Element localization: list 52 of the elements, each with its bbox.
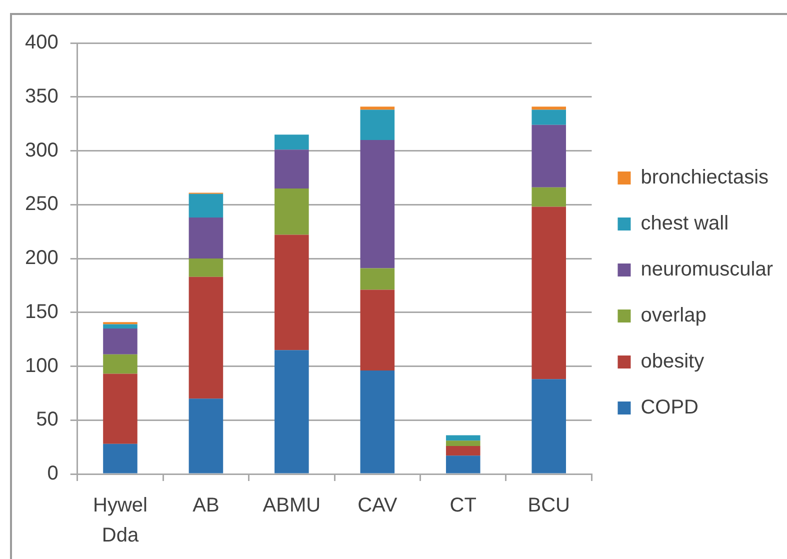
bar xyxy=(274,188,309,235)
bar xyxy=(446,446,480,456)
bar xyxy=(103,324,138,329)
bar xyxy=(103,444,138,474)
y-tick-label: 300 xyxy=(24,139,58,162)
bar xyxy=(188,398,224,474)
x-tick-label: CAV xyxy=(358,494,398,517)
legend-label: overlap xyxy=(640,304,706,327)
legend-label: COPD xyxy=(640,396,699,419)
bar xyxy=(360,370,395,474)
bar xyxy=(532,379,566,474)
bar xyxy=(532,124,566,188)
bar xyxy=(360,140,395,268)
bar xyxy=(446,456,480,474)
bar xyxy=(360,290,395,371)
bar xyxy=(532,110,566,125)
bar xyxy=(274,150,309,188)
legend-label: bronchiectasis xyxy=(640,166,769,189)
legend-label: obesity xyxy=(640,350,704,373)
y-tick-label: 50 xyxy=(36,408,58,431)
bar xyxy=(360,268,395,290)
bar xyxy=(103,328,138,354)
y-tick-label: 250 xyxy=(24,193,58,216)
bar xyxy=(274,350,309,474)
bar xyxy=(103,374,138,444)
x-tick-label: AB xyxy=(192,494,220,517)
y-tick-label: 0 xyxy=(47,462,58,485)
bar xyxy=(103,354,138,374)
x-tick-label: BCU xyxy=(528,494,570,517)
bar xyxy=(274,134,309,150)
bar xyxy=(188,194,224,218)
x-tick-label: Hywel Dda xyxy=(93,494,148,547)
y-tick-label: 100 xyxy=(24,354,58,377)
bar xyxy=(360,110,395,140)
bar xyxy=(532,206,566,380)
y-tick-label: 200 xyxy=(24,247,58,270)
y-tick-label: 350 xyxy=(24,85,58,108)
bar xyxy=(532,187,566,207)
y-tick-label: 150 xyxy=(24,300,58,323)
bar xyxy=(446,440,480,446)
x-tick-label: ABMU xyxy=(262,494,321,517)
bar xyxy=(274,234,309,350)
legend-label: neuromuscular xyxy=(640,258,774,281)
x-tick-label: CT xyxy=(450,494,476,517)
bar xyxy=(188,258,224,277)
bar xyxy=(532,106,566,110)
bar xyxy=(360,106,395,110)
legend-label: chest wall xyxy=(640,212,729,235)
bar xyxy=(188,218,224,258)
bar xyxy=(188,276,224,399)
bar xyxy=(446,435,480,441)
y-tick-label: 400 xyxy=(24,32,58,54)
